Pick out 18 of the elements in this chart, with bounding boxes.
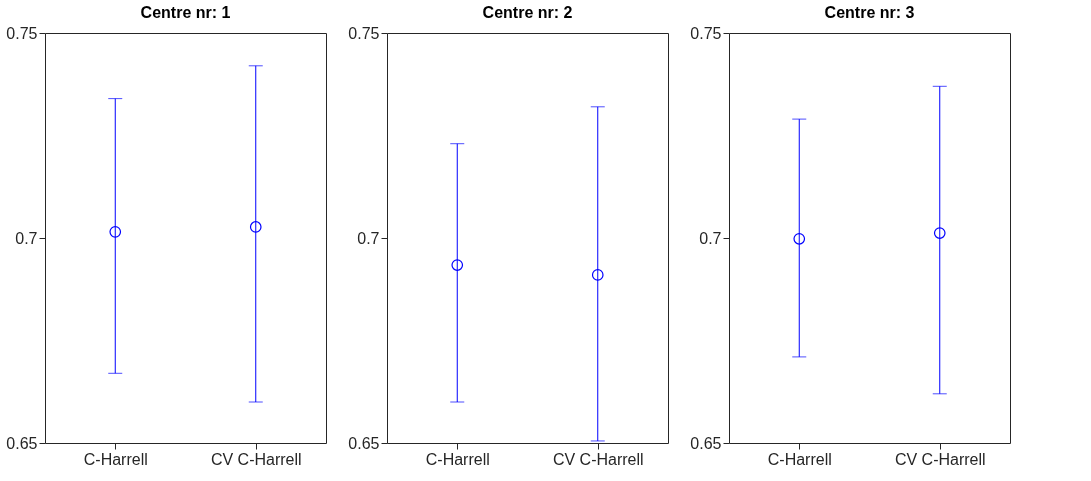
x-tick-label: C-Harrell xyxy=(425,450,490,468)
y-tick-label: 0.65 xyxy=(348,434,380,452)
x-tick-label: C-Harrell xyxy=(767,450,832,468)
chart-title: Centre nr: 2 xyxy=(482,4,573,21)
y-tick-label: 0.7 xyxy=(15,229,38,247)
y-tick-label: 0.7 xyxy=(699,229,722,247)
x-tick-label: CV C-Harrell xyxy=(552,450,644,468)
y-tick-label: 0.75 xyxy=(348,24,380,42)
y-tick-label: 0.7 xyxy=(357,229,380,247)
x-tick-label: CV C-Harrell xyxy=(210,450,302,468)
y-tick-label: 0.75 xyxy=(6,24,38,42)
y-tick-label: 0.65 xyxy=(6,434,38,452)
chart-title: Centre nr: 3 xyxy=(824,4,915,21)
x-tick-label: C-Harrell xyxy=(83,450,148,468)
y-tick-label: 0.65 xyxy=(690,434,722,452)
y-tick-label: 0.75 xyxy=(690,24,722,42)
x-tick-label: CV C-Harrell xyxy=(894,450,986,468)
chart-title: Centre nr: 1 xyxy=(140,4,231,21)
